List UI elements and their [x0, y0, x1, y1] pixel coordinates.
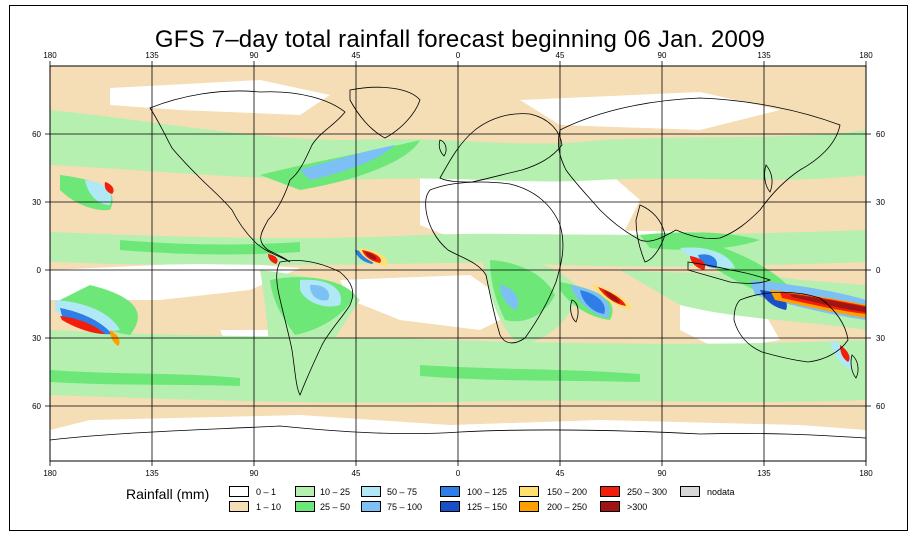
lon-label: 45	[556, 469, 565, 478]
graticule	[50, 66, 866, 461]
lon-label: 180	[43, 51, 57, 60]
rain-150-plus	[60, 182, 866, 362]
lon-label: 90	[250, 51, 259, 60]
legend-text: 75 – 100	[387, 502, 423, 512]
greenland-outline	[349, 86, 421, 139]
coastlines	[50, 86, 866, 441]
legend-text: 250 – 300	[627, 487, 668, 497]
lon-labels-bottom: 180 135 90 45 0 45 90 135 180	[43, 469, 873, 478]
map-title: GFS 7–day total rainfall forecast beginn…	[154, 26, 766, 53]
lon-label: 45	[352, 469, 361, 478]
lat-label: 0	[876, 266, 881, 275]
legend-swatch	[680, 486, 700, 497]
legend-text: 125 – 150	[467, 502, 508, 512]
legend-swatch	[440, 501, 460, 512]
legend-title: Rainfall (mm)	[126, 486, 210, 502]
lon-label: 135	[145, 51, 159, 60]
legend-text: 100 – 125	[467, 487, 508, 497]
lon-label: 0	[456, 51, 461, 60]
legend-swatch	[229, 486, 249, 497]
legend-swatch	[600, 501, 620, 512]
new-zealand-outline	[850, 354, 859, 379]
legend-swatch	[440, 486, 460, 497]
lat-labels-left: 60 30 0 30 60	[32, 130, 41, 411]
lat-label: 30	[32, 334, 41, 343]
lon-label: 90	[658, 469, 667, 478]
legend-text: 200 – 250	[547, 502, 588, 512]
legend-swatch	[229, 501, 249, 512]
lon-label: 45	[352, 51, 361, 60]
lat-labels-right: 60 30 0 30 60	[876, 130, 885, 411]
lon-label: 45	[556, 51, 565, 60]
legend-swatch	[295, 501, 315, 512]
indonesia-outline	[687, 261, 772, 284]
legend-swatch	[361, 486, 381, 497]
legend-text: 150 – 200	[547, 487, 588, 497]
australia-outline	[733, 291, 849, 363]
lat-label: 60	[876, 130, 885, 139]
legend-text: 0 – 1	[256, 487, 277, 497]
lat-label: 30	[32, 198, 41, 207]
legend-swatch	[519, 501, 539, 512]
madagascar-outline	[570, 299, 579, 323]
legend-text: nodata	[707, 487, 735, 497]
lat-label: 60	[876, 402, 885, 411]
lon-label: 180	[859, 51, 873, 60]
tick-marks	[45, 61, 871, 466]
uk-outline	[438, 139, 447, 157]
asia-outline	[558, 97, 841, 242]
lat-label: 30	[876, 334, 885, 343]
lon-label: 135	[757, 469, 771, 478]
lon-label: 135	[757, 51, 771, 60]
lat-label: 30	[876, 198, 885, 207]
india-outline	[635, 204, 666, 263]
lat-label: 60	[32, 402, 41, 411]
legend-text: 1 – 10	[256, 502, 282, 512]
legend-text: 25 – 50	[320, 502, 351, 512]
antarctica-outline	[50, 425, 866, 441]
lon-label: 90	[658, 51, 667, 60]
legend-swatch	[295, 486, 315, 497]
japan-outline	[764, 164, 773, 193]
africa-outline	[425, 181, 564, 344]
legend-swatch	[600, 486, 620, 497]
lon-labels-top: 180 135 90 45 0 45 90 135 180	[43, 51, 873, 60]
lon-label: 180	[859, 469, 873, 478]
lon-label: 0	[456, 469, 461, 478]
lat-label: 0	[37, 266, 42, 275]
lat-label: 60	[32, 130, 41, 139]
legend-swatch	[519, 486, 539, 497]
figure-frame	[9, 5, 908, 531]
north-america-outline	[149, 90, 346, 263]
south-america-outline	[276, 260, 354, 396]
lon-label: 135	[145, 469, 159, 478]
lon-label: 180	[43, 469, 57, 478]
legend-text: 50 – 75	[387, 487, 418, 497]
lon-label: 90	[250, 469, 259, 478]
legend-text: 10 – 25	[320, 487, 351, 497]
legend-text: >300	[627, 502, 648, 512]
legend-swatch	[361, 501, 381, 512]
rain-100-150	[60, 250, 787, 335]
